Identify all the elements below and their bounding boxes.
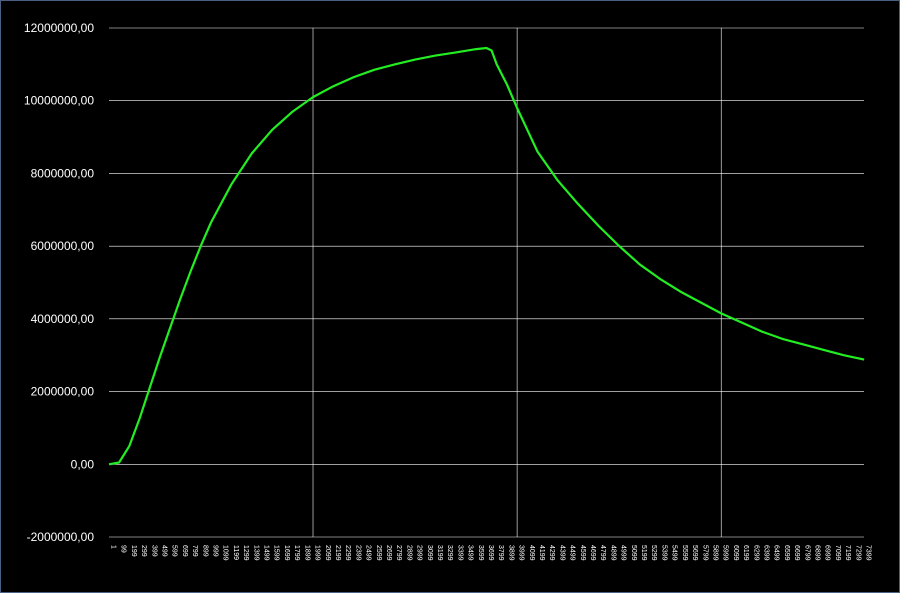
x-tick-label: 399 bbox=[150, 545, 157, 557]
x-tick-label: 5299 bbox=[650, 545, 657, 561]
x-tick-label: 6799 bbox=[803, 545, 810, 561]
x-tick-label: 6099 bbox=[732, 545, 739, 561]
x-tick-label: 4399 bbox=[558, 545, 565, 561]
y-tick-label: 12000000,00 bbox=[24, 21, 94, 35]
x-tick-label: 1099 bbox=[222, 545, 229, 561]
x-tick-label: 1799 bbox=[293, 545, 300, 561]
x-tick-label: 2299 bbox=[344, 545, 351, 561]
x-tick-label: 2599 bbox=[375, 545, 382, 561]
x-tick-label: 299 bbox=[140, 545, 147, 557]
x-tick-label: 4099 bbox=[528, 545, 535, 561]
x-tick-label: 899 bbox=[201, 545, 208, 557]
x-tick-label: 5699 bbox=[691, 545, 698, 561]
x-tick-label: 199 bbox=[130, 545, 137, 557]
x-tick-label: 1199 bbox=[232, 545, 239, 560]
x-axis: 1 99 199 299 399 499 599 699 799 899 999 1099 1199 12… bbox=[110, 545, 872, 561]
series-group bbox=[108, 46, 865, 466]
x-tick-label: 1999 bbox=[314, 545, 321, 561]
horizontal-gridlines bbox=[109, 27, 864, 538]
x-tick-label: 4799 bbox=[599, 545, 606, 561]
x-tick-label: 5999 bbox=[722, 545, 729, 561]
x-tick-label: 1499 bbox=[263, 545, 270, 561]
x-tick-label: 3999 bbox=[518, 545, 525, 561]
x-tick-label: 1 bbox=[110, 545, 117, 549]
x-tick-label: 6199 bbox=[742, 545, 749, 561]
x-tick-label: 499 bbox=[161, 545, 168, 557]
x-tick-label: 5099 bbox=[630, 545, 637, 561]
x-tick-label: 6299 bbox=[752, 545, 759, 561]
x-tick-label: 99 bbox=[120, 545, 127, 553]
x-tick-label: 3299 bbox=[446, 545, 453, 561]
x-tick-label: 799 bbox=[191, 545, 198, 557]
x-tick-label: 4699 bbox=[589, 545, 596, 561]
x-tick-label: 4299 bbox=[548, 545, 555, 561]
x-tick-label: 2799 bbox=[395, 545, 402, 561]
y-tick-label: 4000000,00 bbox=[31, 312, 95, 326]
x-tick-label: 6899 bbox=[813, 545, 820, 561]
x-tick-label: 1399 bbox=[252, 545, 259, 561]
vertical-gridlines bbox=[312, 28, 722, 537]
x-tick-label: 1599 bbox=[273, 545, 280, 561]
y-tick-label: 8000000,00 bbox=[31, 166, 95, 180]
x-tick-label: 5399 bbox=[660, 545, 667, 561]
series-line bbox=[108, 46, 865, 466]
x-tick-label: 2999 bbox=[416, 545, 423, 561]
x-tick-label: 4499 bbox=[569, 545, 576, 561]
x-tick-label: 5799 bbox=[701, 545, 708, 561]
x-tick-label: 2499 bbox=[365, 545, 372, 561]
x-tick-label: 4999 bbox=[620, 545, 627, 561]
y-tick-label: -2000000,00 bbox=[27, 530, 95, 544]
x-tick-label: 7299 bbox=[854, 545, 861, 561]
x-tick-label: 6499 bbox=[773, 545, 780, 561]
x-tick-label: 5899 bbox=[711, 545, 718, 561]
x-tick-label: 6399 bbox=[762, 545, 769, 561]
x-tick-label: 4599 bbox=[579, 545, 586, 561]
x-tick-label: 2699 bbox=[385, 545, 392, 561]
x-tick-label: 4899 bbox=[609, 545, 616, 561]
x-tick-label: 3199 bbox=[436, 545, 443, 561]
x-tick-label: 3099 bbox=[426, 545, 433, 561]
x-tick-label: 999 bbox=[212, 545, 219, 557]
x-tick-label: 1899 bbox=[303, 545, 310, 561]
y-tick-label: 6000000,00 bbox=[31, 239, 95, 253]
x-tick-label: 1699 bbox=[283, 545, 290, 561]
y-tick-label: 0,00 bbox=[71, 457, 95, 471]
x-tick-label: 1299 bbox=[242, 545, 249, 561]
x-tick-label: 3599 bbox=[477, 545, 484, 561]
y-tick-label: 2000000,00 bbox=[31, 385, 95, 399]
x-tick-label: 2099 bbox=[324, 545, 331, 561]
x-tick-label: 7199 bbox=[844, 545, 851, 561]
x-tick-label: 3399 bbox=[456, 545, 463, 561]
x-tick-label: 599 bbox=[171, 545, 178, 557]
x-tick-label: 5499 bbox=[671, 545, 678, 561]
y-axis: -2000000,00 0,00 2000000,00 4000000,00 60000… bbox=[24, 21, 94, 544]
x-tick-label: 6699 bbox=[793, 545, 800, 561]
x-tick-label: 7399 bbox=[865, 545, 872, 561]
y-tick-label: 10000000,00 bbox=[24, 94, 94, 108]
x-tick-label: 3899 bbox=[507, 545, 514, 561]
x-tick-label: 4199 bbox=[538, 545, 545, 561]
x-tick-label: 2199 bbox=[334, 545, 341, 561]
x-tick-label: 3799 bbox=[497, 545, 504, 561]
x-tick-label: 7099 bbox=[834, 545, 841, 561]
x-tick-label: 5599 bbox=[681, 545, 688, 561]
x-tick-label: 6999 bbox=[824, 545, 831, 561]
x-tick-label: 699 bbox=[181, 545, 188, 557]
x-tick-label: 2399 bbox=[354, 545, 361, 561]
x-tick-label: 3499 bbox=[467, 545, 474, 561]
x-tick-label: 2899 bbox=[405, 545, 412, 561]
x-tick-label: 3699 bbox=[487, 545, 494, 561]
x-tick-label: 5199 bbox=[640, 545, 647, 561]
x-tick-label: 6599 bbox=[783, 545, 790, 561]
